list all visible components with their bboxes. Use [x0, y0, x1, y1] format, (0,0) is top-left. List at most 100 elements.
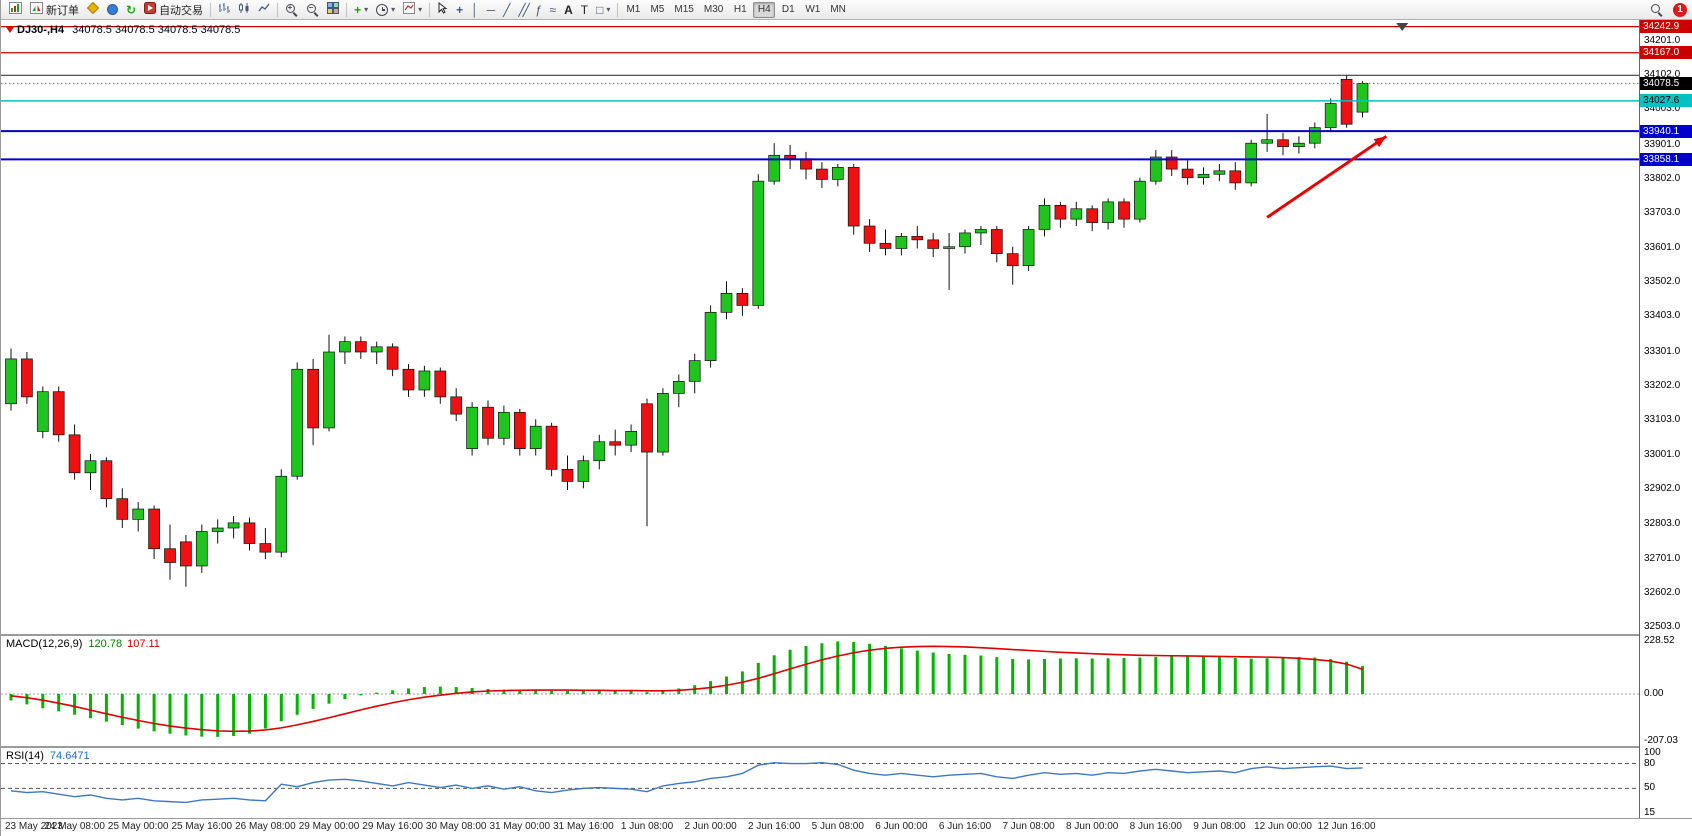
macd-bar [407, 688, 410, 694]
macd-bar [1074, 658, 1078, 694]
macd-bar [899, 648, 903, 694]
rsi-title: RSI(14) 74.6471 [6, 750, 90, 762]
metaeditor-button[interactable] [83, 1, 103, 19]
timeframe-m30[interactable]: M30 [700, 2, 727, 18]
timeframe-m15[interactable]: M15 [670, 2, 697, 18]
notification-badge[interactable]: 1 [1673, 2, 1687, 17]
search-button[interactable] [1646, 1, 1667, 19]
indicators-button[interactable]: + ▾ [350, 1, 372, 19]
time-label: 24 May 08:00 [44, 821, 105, 832]
macd-bar [947, 653, 951, 694]
macd-bar [1202, 656, 1205, 694]
macd-bar [422, 687, 426, 694]
refresh-button[interactable]: ↻ [122, 1, 140, 19]
candle [227, 515, 240, 539]
community-button[interactable] [103, 1, 122, 19]
macd-bar [104, 693, 108, 722]
fibonacci-button[interactable]: ƒ [531, 1, 546, 19]
candle [800, 151, 812, 180]
zoom-in-icon: + [285, 3, 298, 16]
price-chart-panel[interactable] [1, 20, 1639, 635]
candle [752, 174, 765, 309]
macd-chart[interactable] [1, 635, 1639, 747]
time-label: 29 May 16:00 [362, 821, 423, 832]
timeframe-m5[interactable]: M5 [646, 2, 668, 18]
templates-button[interactable]: ▾ [399, 1, 426, 19]
rsi-chart[interactable] [1, 747, 1639, 819]
candle [1181, 160, 1194, 185]
rsi-value: 74.6471 [49, 750, 90, 762]
time-label: 12 Jun 00:00 [1254, 821, 1312, 832]
candle [1118, 198, 1130, 228]
toolbar-separator [346, 2, 348, 17]
horizontal-line-icon: ─ [486, 2, 496, 17]
candle [21, 352, 33, 404]
time-label: 7 Jun 08:00 [1002, 821, 1055, 832]
macd-bar [25, 693, 29, 705]
chevron-down-icon: ▾ [364, 5, 369, 14]
trend-arrow[interactable] [1266, 135, 1388, 219]
macd-panel[interactable] [1, 635, 1639, 747]
candle [164, 524, 176, 580]
candle [450, 388, 463, 422]
channel-button[interactable]: ╱╱ [514, 1, 530, 19]
symbol-timeframe-label: DJ30-,H4 [17, 24, 65, 36]
timeframe-h4[interactable]: H4 [753, 1, 776, 18]
macd-bar [1249, 658, 1253, 694]
periods-button[interactable]: ▾ [372, 1, 399, 19]
macd-bar [979, 655, 983, 694]
rsi-panel[interactable] [1, 747, 1639, 819]
price-tick: 34102.0 [1644, 69, 1681, 81]
cursor-button[interactable] [433, 1, 452, 19]
cycle-lines-icon: ≈ [549, 2, 557, 17]
panel-splitter[interactable] [1, 746, 1692, 748]
timeframe-d1[interactable]: D1 [777, 2, 799, 18]
tile-windows-button[interactable] [323, 1, 343, 19]
candle [1038, 198, 1051, 237]
new-chart-button[interactable] [5, 1, 26, 19]
text-label-button[interactable]: T [577, 1, 592, 19]
toolbar-right: 1 [1646, 1, 1689, 19]
candle [768, 143, 781, 185]
macd-bar [995, 657, 999, 694]
cycle-lines-button[interactable]: ≈ [546, 1, 561, 19]
bar-chart-button[interactable] [214, 1, 234, 19]
macd-bar [184, 693, 188, 736]
candle [211, 519, 224, 544]
trendline-button[interactable]: ╱ [499, 1, 514, 19]
time-axis[interactable]: 23 May 2023 24 May 08:00 25 May 00:00 25 Ma… [1, 819, 1692, 836]
horizontal-line-button[interactable]: ─ [483, 1, 500, 19]
panel-splitter[interactable] [1, 634, 1692, 636]
zoom-in-button[interactable]: + [281, 1, 302, 19]
macd-label: MACD(12,26,9) [6, 638, 83, 650]
candle [386, 343, 399, 377]
candle [466, 402, 478, 456]
autotrading-button[interactable]: 自动交易 [140, 1, 207, 19]
candle [132, 502, 145, 532]
community-icon [107, 4, 118, 15]
price-axis[interactable]: 34201.0 34102.0 34003.0 33901.0 33802.0 33703… [1639, 20, 1692, 818]
macd-bar [311, 693, 315, 709]
shapes-button[interactable]: □ ▾ [592, 1, 614, 19]
line-chart-button[interactable] [254, 1, 274, 19]
crosshair-button[interactable]: + [452, 1, 467, 19]
channel-icon: ╱╱ [518, 2, 530, 17]
macd-bar [1090, 658, 1094, 694]
candle [561, 455, 574, 491]
zoom-out-button[interactable]: − [302, 1, 323, 19]
timeframe-h1[interactable]: H1 [729, 2, 751, 18]
new-order-button[interactable]: 新订单 [26, 1, 83, 19]
chart-shift-marker[interactable] [1396, 23, 1409, 31]
timeframe-mn[interactable]: MN [826, 2, 850, 18]
vertical-line-button[interactable]: │ [467, 1, 483, 19]
text-button[interactable]: A [560, 1, 577, 19]
candle [482, 400, 494, 446]
timeframe-m1[interactable]: M1 [622, 2, 644, 18]
candle [354, 336, 367, 359]
timeframe-w1[interactable]: W1 [801, 2, 824, 18]
macd-bar [820, 643, 824, 694]
candle [1324, 98, 1337, 132]
price-chart[interactable] [1, 20, 1639, 635]
candle [259, 528, 272, 560]
candlestick-chart-button[interactable] [234, 1, 254, 19]
